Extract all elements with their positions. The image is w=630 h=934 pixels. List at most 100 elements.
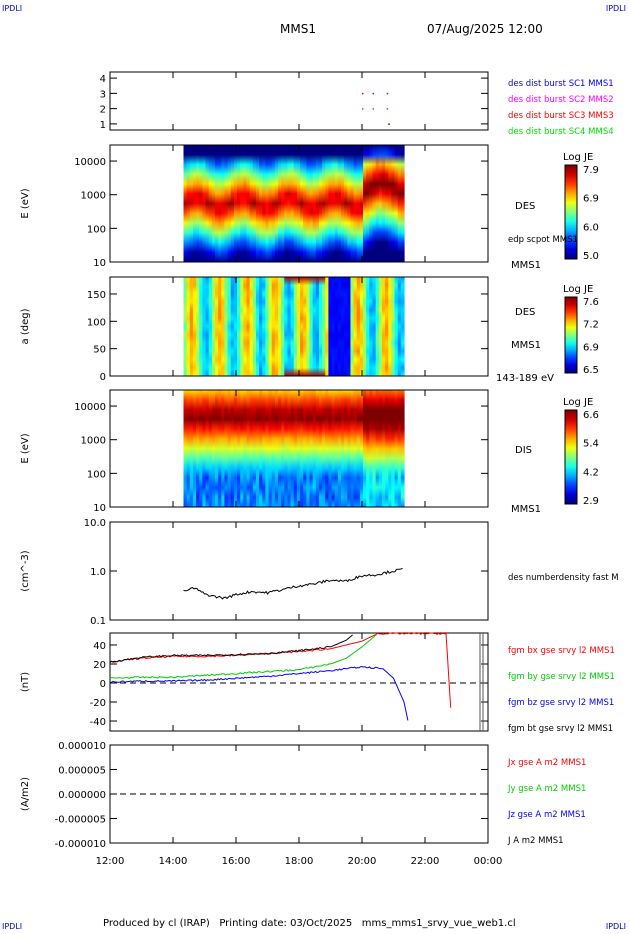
spectrogram-column — [268, 277, 273, 376]
spectrogram-column — [218, 390, 222, 507]
spectrogram-column — [281, 145, 285, 262]
y-axis-label: (nT) — [20, 672, 31, 692]
spectrogram-column — [281, 277, 285, 376]
y-tick-label: -40 — [90, 717, 106, 728]
series-line — [109, 634, 353, 663]
plot-title: MMS1 — [280, 22, 316, 36]
corner-label-br: IPDLI — [605, 922, 626, 931]
corner-label-bl: IPDLI — [2, 922, 23, 931]
spectrogram-column — [249, 390, 254, 507]
spectrogram-column — [202, 277, 207, 376]
spectrogram-column — [218, 277, 222, 376]
spectrogram-column — [192, 390, 197, 507]
y-tick-label: 0 — [100, 679, 106, 690]
spectrogram-column — [347, 390, 352, 507]
spectrogram-column — [224, 390, 229, 507]
y-tick-label: 0.1 — [90, 616, 106, 627]
spectrogram-column — [306, 390, 311, 507]
y-tick-label: 3 — [100, 89, 106, 100]
spectrogram-column — [189, 390, 194, 507]
spectrogram-column — [303, 277, 307, 376]
spectrogram-column — [192, 277, 197, 376]
y-axis-label: a (deg) — [20, 308, 31, 344]
spectrogram-column — [347, 277, 352, 376]
spectrogram-column — [208, 145, 213, 262]
spectrogram-column — [394, 390, 399, 507]
spectrogram-column — [385, 390, 389, 507]
spectrogram-column — [240, 145, 244, 262]
spectrogram-column — [378, 390, 383, 507]
spectrogram-column — [359, 277, 364, 376]
spectrogram-column — [243, 277, 248, 376]
spectrogram-column — [381, 390, 386, 507]
colorbar-tick-label: 6.6 — [583, 410, 599, 421]
spectrogram-column — [391, 145, 396, 262]
data-point — [362, 108, 364, 110]
spectrogram-column — [388, 277, 392, 376]
spectrogram-column — [215, 145, 219, 262]
spectrogram-column — [183, 277, 188, 376]
y-tick-label: 2 — [100, 105, 106, 116]
corner-label-tl: IPDLI — [2, 4, 23, 13]
spectrogram-column — [325, 145, 329, 262]
panel-frame — [109, 632, 489, 732]
spectrogram-column — [312, 390, 317, 507]
spectrogram-column — [359, 390, 364, 507]
y-tick-label: 1000 — [81, 436, 106, 447]
spectrogram-column — [356, 390, 361, 507]
legend-entry: J A m2 MMS1 — [507, 836, 564, 846]
spectrogram-column — [215, 277, 219, 376]
spectrogram-column — [249, 277, 254, 376]
spectrogram-column — [325, 390, 329, 507]
y-axis-label: E (eV) — [20, 433, 31, 463]
y-tick-label: 0.000005 — [58, 766, 106, 777]
legend-entry: Jz gse A m2 MMS1 — [507, 810, 586, 820]
spacecraft-label: MMS1 — [511, 504, 541, 515]
spectrogram-column — [350, 145, 355, 262]
spectrogram-column — [233, 145, 238, 262]
y-tick-label: 4 — [100, 74, 106, 85]
colorbar-title: Log JE — [563, 284, 593, 295]
legend-entry: fgm bz gse srvy l2 MMS1 — [508, 698, 614, 708]
data-point — [362, 92, 364, 95]
spectrogram-column — [385, 145, 389, 262]
y-tick-label: 20 — [93, 660, 106, 671]
spectrogram-column — [312, 145, 317, 262]
spectrogram-column — [341, 390, 345, 507]
spectrogram-column — [300, 390, 304, 507]
data-point — [372, 108, 374, 110]
spectrogram-column — [243, 390, 248, 507]
spectrogram-column — [394, 277, 399, 376]
spectrogram-column — [284, 277, 289, 376]
colorbar-title: Log JE — [563, 152, 593, 163]
spectrogram-column — [366, 277, 370, 376]
spectrogram-column — [322, 390, 326, 507]
spectrogram-column — [271, 145, 276, 262]
x-tick-label: 00:00 — [474, 856, 503, 867]
spectrogram-column — [347, 145, 352, 262]
data-point — [386, 108, 389, 110]
spectrogram-column — [237, 277, 241, 376]
spectrogram-column — [199, 390, 203, 507]
spectrogram-column — [237, 145, 241, 262]
legend-entry: Jy gse A m2 MMS1 — [507, 784, 586, 794]
spectrogram-column — [271, 390, 276, 507]
spectrogram-column — [240, 277, 244, 376]
spectrogram-column — [199, 145, 203, 262]
spectrogram-column — [196, 145, 200, 262]
spectrogram-column — [287, 277, 292, 376]
spectrogram-column — [278, 277, 282, 376]
colorbar — [564, 296, 578, 374]
spectrogram-column — [397, 390, 402, 507]
spectrogram-column — [230, 277, 235, 376]
spectrogram-column — [255, 277, 260, 376]
spectrogram-column — [353, 277, 358, 376]
spectrogram-column — [221, 390, 226, 507]
spectrogram-column — [230, 145, 235, 262]
series-line — [109, 634, 377, 679]
spectrogram-column — [246, 390, 251, 507]
spectrogram-column — [252, 390, 257, 507]
spectrogram-column — [318, 145, 323, 262]
spectrogram-column — [183, 145, 188, 262]
spectrogram-column — [328, 277, 333, 376]
